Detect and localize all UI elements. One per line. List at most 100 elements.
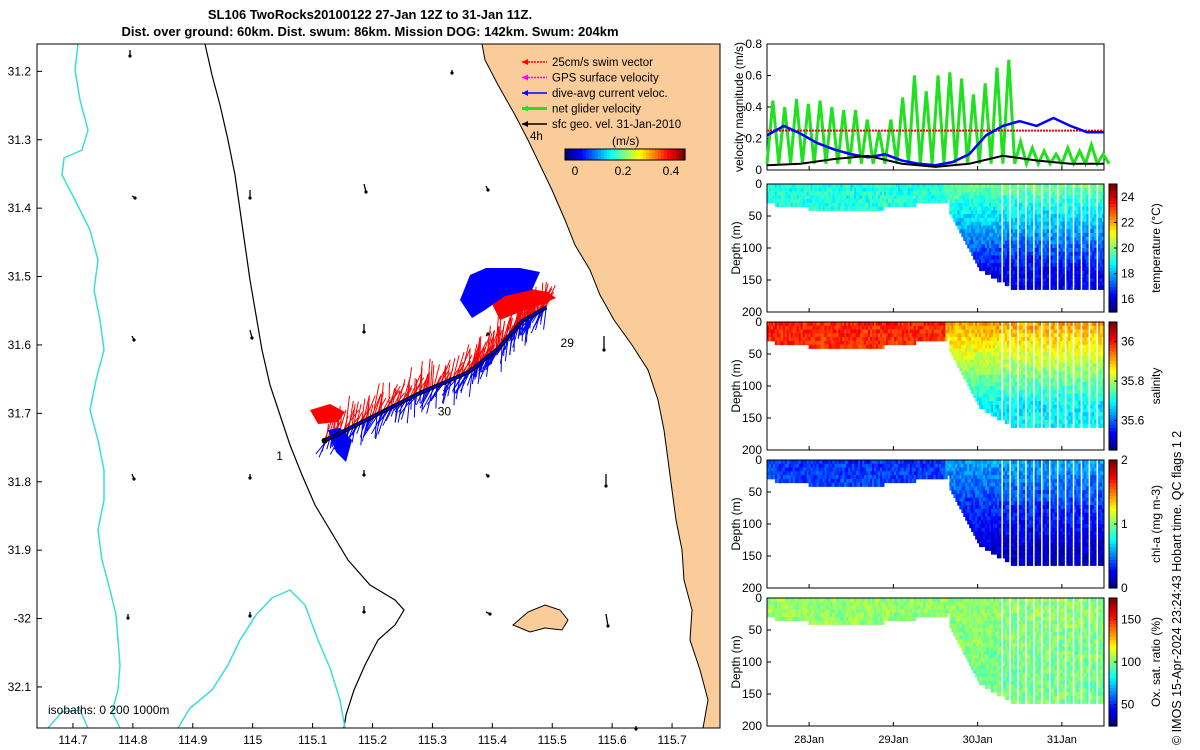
section-cell [987,221,990,226]
section-cell [975,322,978,327]
section-cell [994,251,998,257]
section-cell [796,199,800,204]
section-cell [959,348,962,353]
section-cell [1028,266,1032,272]
section-cell [784,191,788,196]
section-cell [1076,202,1079,208]
section-cell [1102,202,1105,208]
section-cell [1010,251,1014,257]
section-cell [1058,337,1061,342]
section-cell [929,333,933,338]
section-cell [987,191,990,196]
section-cell [842,187,845,193]
section-cell [1046,359,1049,364]
section-cell [1058,266,1061,272]
section-cell [1022,322,1026,327]
section-cell [943,329,946,334]
section-cell [1004,225,1008,230]
section-cell [1044,370,1048,376]
section-cell [1026,352,1030,357]
section-cell [1094,199,1097,204]
section-cell [1018,337,1022,342]
section-cell [929,187,933,193]
section-cell [901,322,905,327]
section-cell [998,270,1002,275]
section-cell [996,240,1000,245]
section-cell [1070,397,1073,402]
section-cell [1098,217,1101,223]
section-cell [1098,370,1101,376]
section-cell [1092,187,1095,193]
section-cell [979,333,982,338]
section-cell [1082,408,1085,413]
section-cell [824,191,827,196]
section-cell [1058,333,1061,338]
section-cell [992,404,996,410]
section-cell [828,329,831,334]
section-cell [1002,340,1006,346]
section-cell [844,202,847,208]
swim-vector [391,389,397,408]
section-cell [943,322,946,327]
section-cell [1084,263,1087,268]
section-cell [1018,259,1022,264]
section-cell [1060,251,1063,257]
section-cell [1014,206,1018,211]
section-cell [767,187,770,193]
section-cell [774,337,778,342]
colorbar-cell [589,149,593,160]
section-cell [856,187,859,193]
section-cell [949,340,952,346]
section-cell [979,187,982,193]
section-cell [1022,244,1026,249]
section-cell [814,187,818,193]
section-cell [1070,229,1073,234]
section-cell [1086,229,1089,234]
section-cell [891,202,895,208]
section-cell [955,322,958,327]
colorbar-frame [1108,321,1118,451]
section-cell [1066,240,1069,245]
section-cell [802,184,806,189]
section-cell [931,333,935,338]
section-cell [868,195,871,200]
section-cell [1090,355,1093,361]
colorbar-cell [640,149,644,160]
section-cell [1020,344,1024,349]
section-cell [963,337,966,342]
section-cell [842,191,845,196]
section-cell [957,348,960,353]
section-cell [1038,378,1042,383]
section-cell [1102,281,1105,287]
section-cell [854,184,857,189]
section-cell [830,184,833,189]
section-cell [1010,329,1014,334]
section-cell [1018,210,1022,215]
section-cell [782,337,786,342]
section-cell [1102,191,1105,196]
section-cell [973,333,976,338]
section-cell [987,408,990,413]
section-cell [1034,263,1038,268]
section-cell [1012,382,1016,387]
section-cell [1082,363,1085,368]
section-cell [1086,419,1089,425]
section-cell [1078,325,1081,331]
section-cell [1102,206,1105,211]
section-cell [937,184,940,189]
section-cell [1002,232,1006,238]
section-cell [788,325,792,331]
section-cell [913,329,917,334]
section-cell [1002,344,1006,349]
section-cell [1042,344,1046,349]
section-cell [913,333,917,338]
section-cell [991,244,994,249]
section-cell [996,404,1000,410]
section-cell [1098,263,1101,268]
section-cell [1042,374,1046,379]
section-cell [806,329,810,334]
section-cell [991,370,994,376]
section-cell [834,322,837,327]
section-cell [1012,389,1016,395]
swim-vector [344,395,350,431]
